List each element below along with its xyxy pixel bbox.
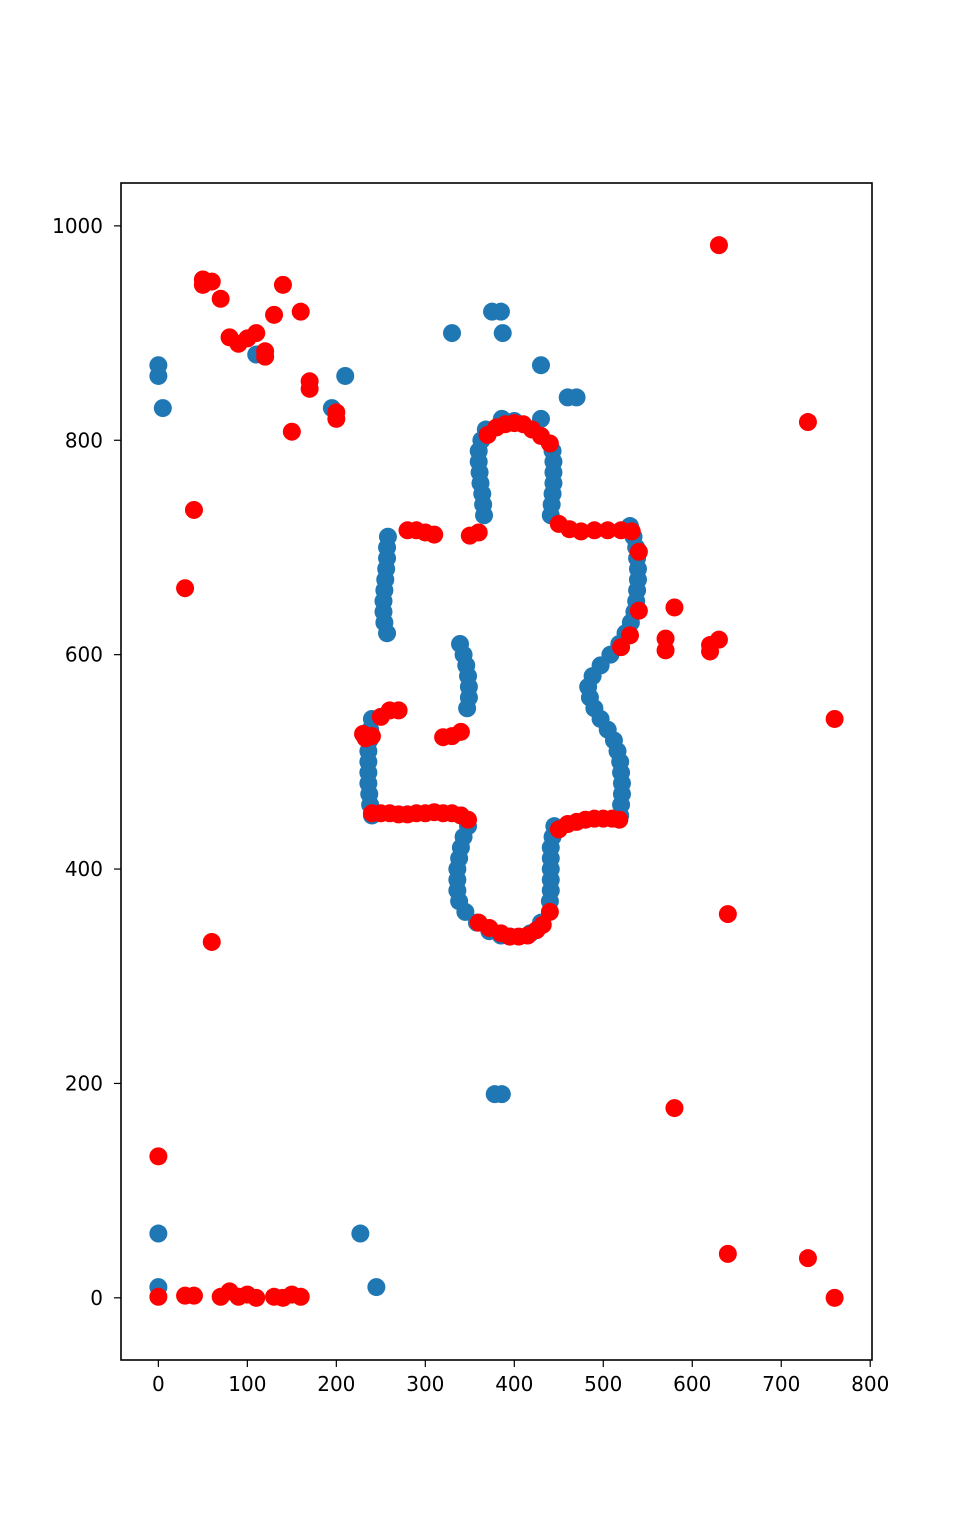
data-point [572, 522, 591, 541]
data-point [451, 722, 470, 741]
data-point [459, 810, 478, 829]
data-point [149, 1147, 168, 1166]
data-point [211, 289, 230, 308]
data-point [425, 525, 444, 544]
data-point [718, 1244, 737, 1263]
x-tick-label: 700 [762, 1372, 800, 1396]
data-point [336, 366, 355, 385]
data-point [585, 521, 604, 540]
data-point [456, 902, 475, 921]
x-tick-label: 400 [495, 1372, 533, 1396]
data-point [629, 542, 648, 561]
data-point [300, 379, 319, 398]
data-point [567, 388, 586, 407]
y-axis: 0 200 400 600 800 1000 [52, 214, 121, 1310]
data-point [491, 302, 510, 321]
data-point [378, 624, 397, 643]
x-tick-label: 300 [406, 1372, 444, 1396]
data-point [610, 810, 629, 829]
data-point [825, 709, 844, 728]
x-tick-label: 600 [673, 1372, 711, 1396]
data-point [540, 434, 559, 453]
data-point [351, 1224, 370, 1243]
data-point [153, 399, 172, 418]
data-point [598, 521, 617, 540]
data-point [665, 1099, 684, 1118]
data-point [798, 1249, 817, 1268]
x-tick-label: 0 [152, 1372, 165, 1396]
y-tick-label: 0 [90, 1286, 103, 1310]
y-tick-label: 400 [65, 857, 103, 881]
data-point [469, 523, 488, 542]
data-point [282, 422, 301, 441]
data-point [492, 1085, 511, 1104]
data-point [458, 699, 477, 718]
y-tick-label: 600 [65, 643, 103, 667]
data-point [531, 356, 550, 375]
data-point [540, 902, 559, 921]
x-tick-label: 500 [584, 1372, 622, 1396]
data-point [327, 409, 346, 428]
data-point [475, 506, 494, 525]
data-point [247, 324, 266, 343]
data-point [184, 1286, 203, 1305]
data-point [184, 500, 203, 519]
data-point [718, 905, 737, 924]
data-point [149, 366, 168, 385]
data-point [247, 1288, 266, 1307]
x-tick-label: 100 [228, 1372, 266, 1396]
data-point [798, 413, 817, 432]
data-point [291, 302, 310, 321]
data-point [149, 1287, 168, 1306]
y-tick-label: 200 [65, 1071, 103, 1095]
data-point [612, 638, 631, 657]
data-point [176, 579, 195, 598]
data-point [202, 932, 221, 951]
data-point [493, 324, 512, 343]
data-point [665, 598, 684, 617]
data-points [149, 236, 844, 1307]
y-tick-label: 1000 [52, 214, 103, 238]
data-point [389, 701, 408, 720]
data-point [622, 522, 641, 541]
data-point [265, 305, 284, 324]
series-1 [149, 236, 844, 1307]
data-point [367, 1278, 386, 1297]
data-point [629, 601, 648, 620]
y-tick-label: 800 [65, 428, 103, 452]
data-point [273, 275, 292, 294]
data-point [709, 630, 728, 649]
x-tick-label: 800 [851, 1372, 889, 1396]
data-point [149, 1224, 168, 1243]
data-point [825, 1288, 844, 1307]
data-point [256, 347, 275, 366]
data-point [193, 275, 212, 294]
data-point [362, 727, 381, 746]
data-point [709, 236, 728, 255]
axes-frame [120, 182, 873, 1361]
data-point [443, 324, 462, 343]
data-point [291, 1287, 310, 1306]
data-point [656, 641, 675, 660]
x-tick-label: 200 [317, 1372, 355, 1396]
x-axis: 0 100 200 300 400 500 600 700 800 [152, 1360, 889, 1396]
